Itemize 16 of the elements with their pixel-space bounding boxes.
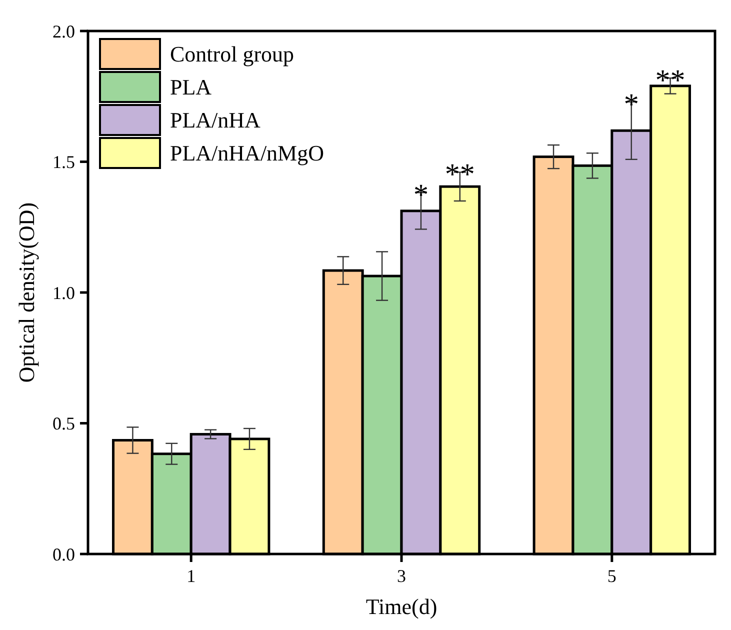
y-tick-label: 1.0	[52, 282, 75, 303]
legend-label: PLA/nHA/nMgO	[170, 140, 324, 166]
data-label: **	[655, 64, 686, 98]
data-label: **	[444, 158, 475, 192]
legend-label: Control group	[170, 42, 294, 67]
x-tick-label: 1	[186, 566, 196, 586]
x-tick-label: 3	[397, 566, 406, 586]
x-axis-title: Time(d)	[366, 594, 438, 619]
x-tick-label: 5	[607, 566, 616, 586]
y-tick-label: 0.0	[52, 544, 75, 564]
legend-label: PLA/nHA	[170, 108, 261, 133]
y-tick-label: 0.5	[52, 414, 75, 434]
legend-label: PLA	[170, 74, 212, 100]
y-tick-label: 2.0	[52, 21, 75, 42]
y-axis-title: Optical density(OD)	[14, 202, 39, 383]
y-tick-label: 1.5	[52, 152, 75, 172]
